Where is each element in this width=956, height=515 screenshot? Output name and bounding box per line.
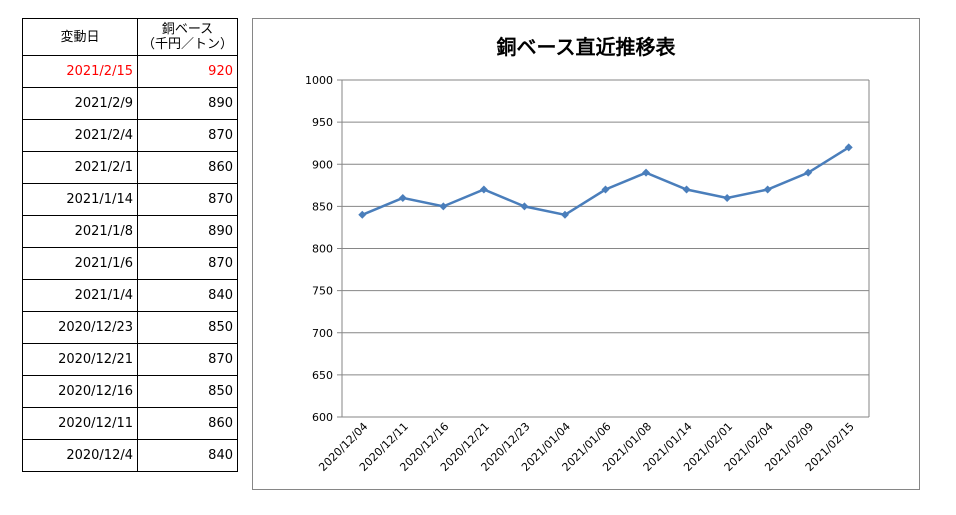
- data-point: [844, 143, 853, 152]
- row-date: 2021/1/6: [22, 247, 138, 280]
- y-tick-label: 950: [312, 116, 333, 129]
- table-row: 2021/2/4 870: [22, 119, 238, 152]
- row-date: 2020/12/23: [22, 311, 138, 344]
- y-tick-label: 600: [312, 411, 333, 424]
- row-date: 2020/12/4: [22, 439, 138, 472]
- table-row: 2020/12/16 850: [22, 375, 238, 408]
- table-row: 2021/2/9 890: [22, 87, 238, 120]
- row-date: 2021/2/15: [22, 55, 138, 88]
- y-tick-label: 800: [312, 243, 333, 256]
- data-point: [763, 185, 772, 194]
- row-price: 850: [137, 311, 238, 344]
- row-date: 2021/1/8: [22, 215, 138, 248]
- table-row: 2020/12/21 870: [22, 343, 238, 376]
- table-body: 2021/2/15 920 2021/2/9 890 2021/2/4 870 2021/2…: [22, 55, 238, 472]
- row-date: 2021/2/9: [22, 87, 138, 120]
- row-date: 2021/2/1: [22, 151, 138, 184]
- table-row: 2021/2/1 860: [22, 151, 238, 184]
- table-row: 2021/1/8 890: [22, 215, 238, 248]
- table-row: 2020/12/11 860: [22, 407, 238, 440]
- chart-area: 銅ベース直近推移表 600 650 700 750 800 850 900 950 1000 2…: [252, 18, 920, 490]
- price-table: 変動日 銅ベース （千円／トン） 2021/2/15 920 2021/2/9 890…: [22, 18, 238, 472]
- data-point: [520, 202, 529, 211]
- date-column-header: 変動日: [22, 18, 138, 56]
- row-date: 2021/1/4: [22, 279, 138, 312]
- row-price: 840: [137, 439, 238, 472]
- row-price: 870: [137, 119, 238, 152]
- data-point: [358, 210, 367, 219]
- row-date: 2021/2/4: [22, 119, 138, 152]
- table-row: 2021/1/6 870: [22, 247, 238, 280]
- row-price: 860: [137, 407, 238, 440]
- row-price: 870: [137, 247, 238, 280]
- y-tick-label: 850: [312, 200, 333, 213]
- table-row: 2020/12/4 840: [22, 439, 238, 472]
- table-row: 2021/2/15 920: [22, 55, 238, 88]
- row-price: 890: [137, 215, 238, 248]
- data-point: [560, 210, 569, 219]
- row-date: 2020/12/16: [22, 375, 138, 408]
- table-row: 2020/12/23 850: [22, 311, 238, 344]
- chart-title: 銅ベース直近推移表: [497, 35, 677, 59]
- row-date: 2020/12/11: [22, 407, 138, 440]
- table-header-row: 変動日 銅ベース （千円／トン）: [22, 18, 238, 56]
- row-price: 870: [137, 183, 238, 216]
- data-point: [642, 168, 651, 177]
- row-date: 2020/12/21: [22, 343, 138, 376]
- data-point: [398, 193, 407, 202]
- row-price: 840: [137, 279, 238, 312]
- row-price: 890: [137, 87, 238, 120]
- price-column-header: 銅ベース （千円／トン）: [137, 18, 238, 56]
- price-header-line2: （千円／トン）: [141, 37, 233, 52]
- price-header-line1: 銅ベース: [161, 22, 214, 37]
- row-date: 2021/1/14: [22, 183, 138, 216]
- table-row: 2021/1/14 870: [22, 183, 238, 216]
- data-point: [723, 193, 732, 202]
- data-point: [439, 202, 448, 211]
- y-tick-label: 900: [312, 158, 333, 171]
- row-price: 920: [137, 55, 238, 88]
- row-price: 850: [137, 375, 238, 408]
- y-tick-label: 750: [312, 285, 333, 298]
- data-point: [479, 185, 488, 194]
- table-row: 2021/1/4 840: [22, 279, 238, 312]
- series-line: [361, 146, 850, 217]
- y-tick-label: 700: [312, 327, 333, 340]
- data-point: [804, 168, 813, 177]
- row-price: 860: [137, 151, 238, 184]
- y-tick-label: 1000: [305, 74, 333, 87]
- y-tick-label: 650: [312, 369, 333, 382]
- data-point: [601, 185, 610, 194]
- row-price: 870: [137, 343, 238, 376]
- data-point: [682, 185, 691, 194]
